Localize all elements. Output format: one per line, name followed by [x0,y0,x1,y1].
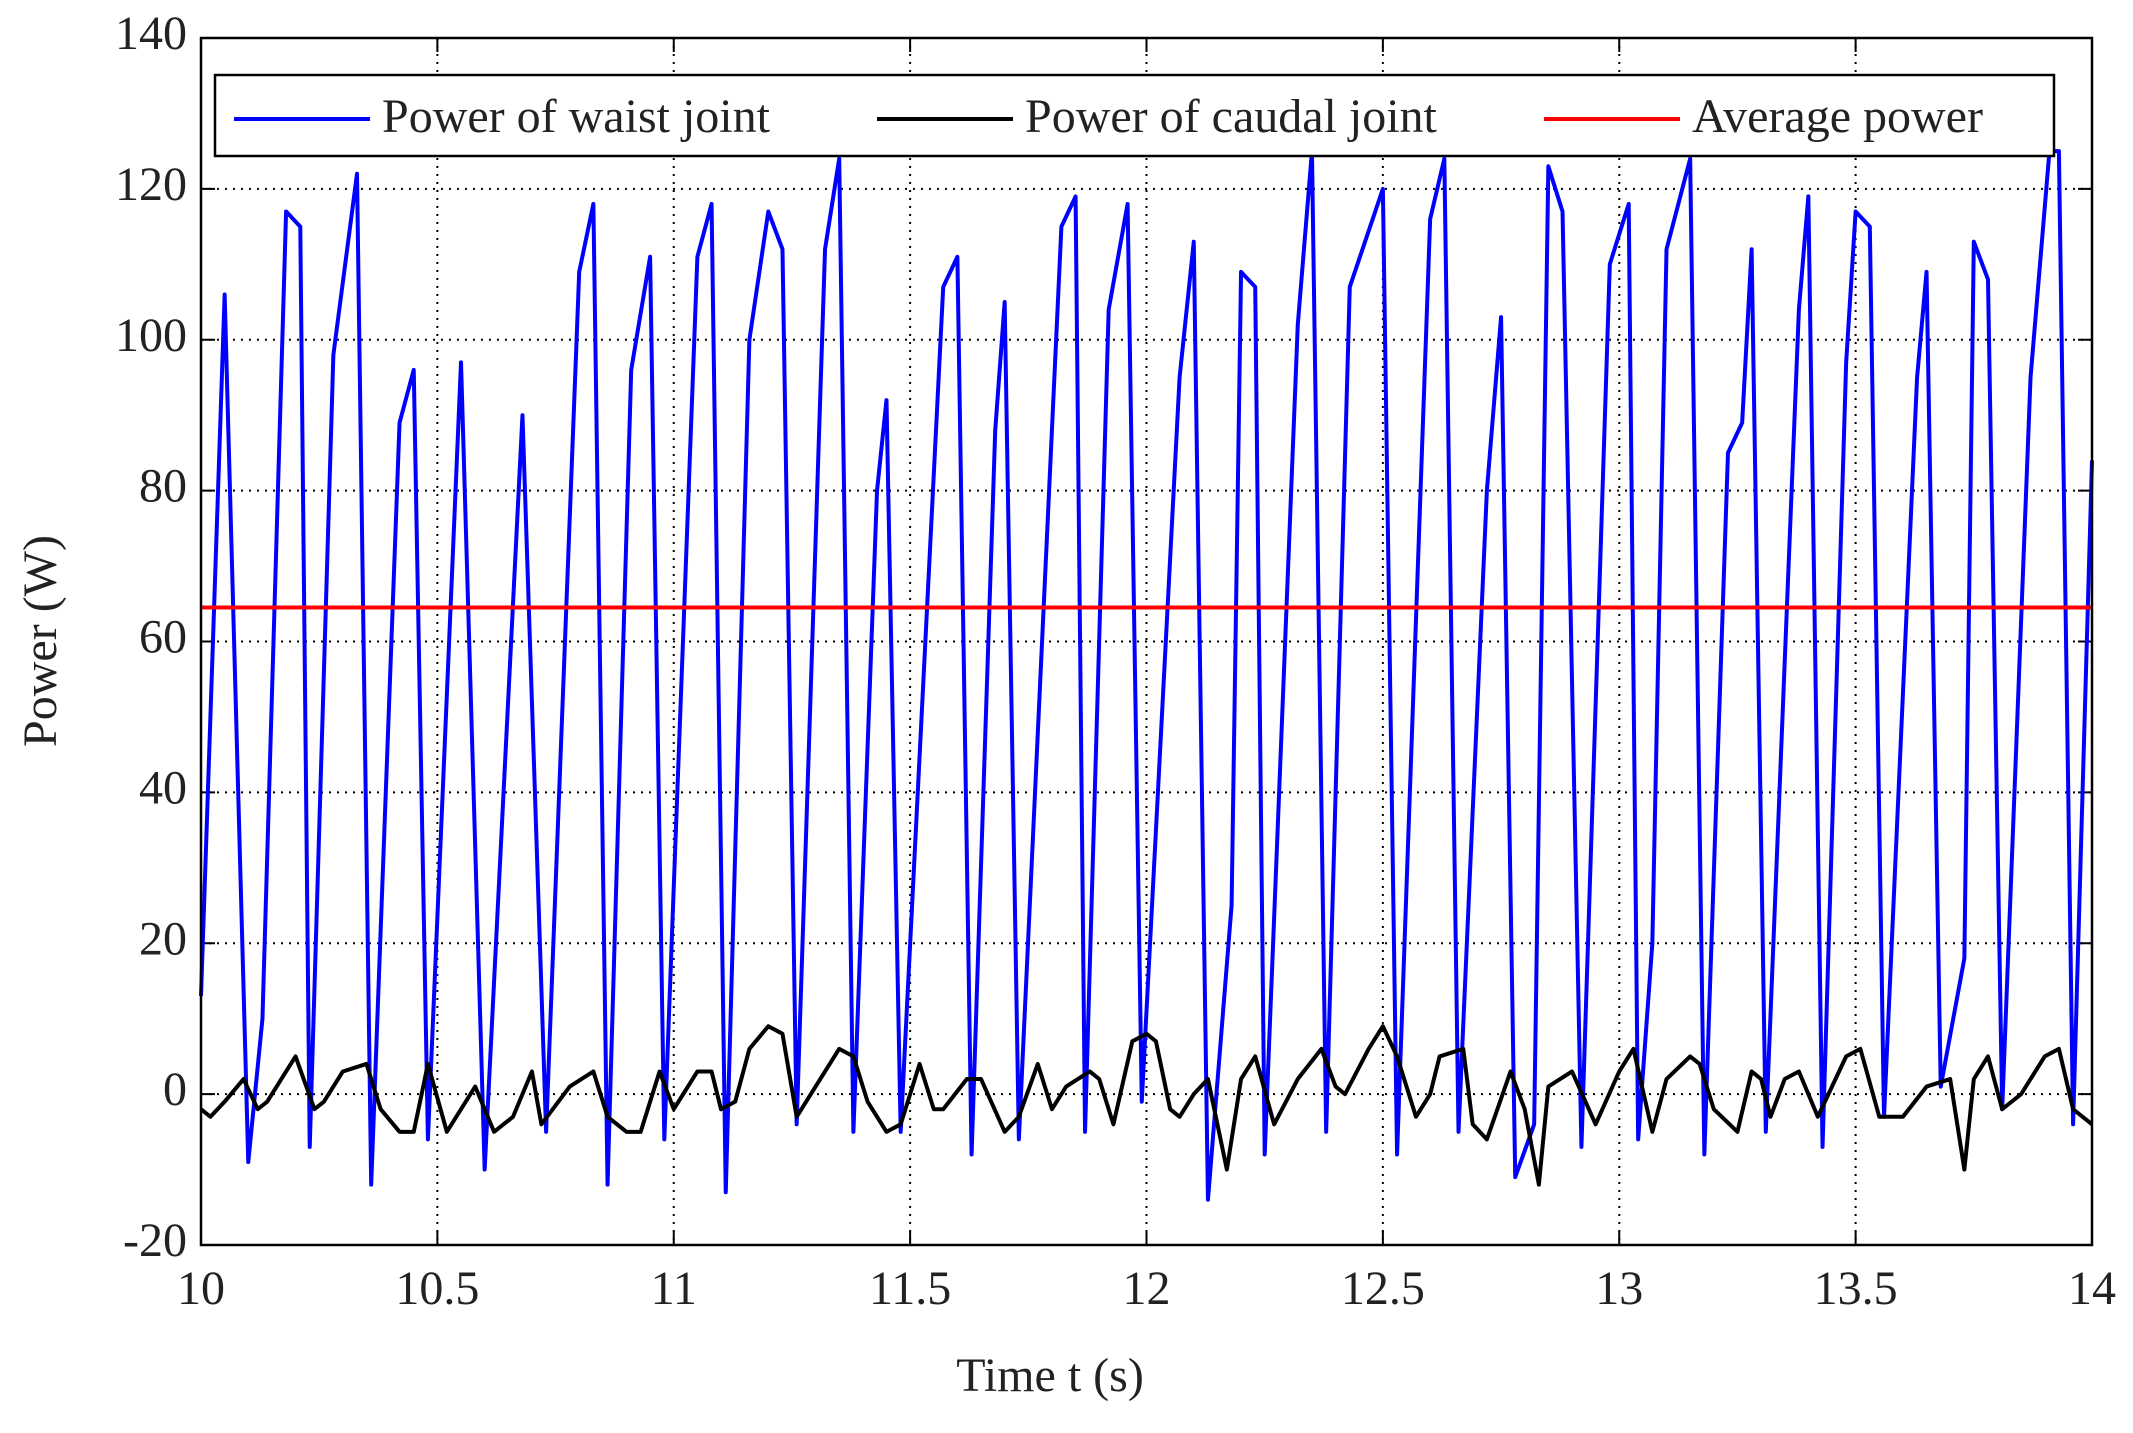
y-tick-label: 60 [139,611,187,664]
legend-label: Power of waist joint [382,90,771,143]
x-tick-label: 10 [177,1262,225,1315]
x-tick-label: 13.5 [1814,1262,1898,1315]
legend-label: Power of caudal joint [1025,90,1438,143]
y-tick-label: 120 [115,158,187,211]
x-tick-label: 14 [2068,1262,2116,1315]
x-tick-label: 12 [1123,1262,1171,1315]
y-tick-label: 0 [163,1063,187,1116]
y-tick-label: 20 [139,912,187,965]
y-tick-label: 40 [139,761,187,814]
legend-label: Average power [1692,90,1983,143]
y-tick-label: 100 [115,309,187,362]
x-tick-label: 11.5 [869,1262,951,1315]
x-tick-label: 10.5 [395,1262,479,1315]
x-tick-label: 13 [1595,1262,1643,1315]
y-tick-label: 140 [115,7,187,60]
x-tick-label: 11 [651,1262,697,1315]
y-tick-label: 80 [139,460,187,513]
series-line [199,1024,2094,1187]
x-tick-label: 12.5 [1341,1262,1425,1315]
x-axis-label: Time t (s) [956,1349,1144,1402]
y-axis-label: Power (W) [14,535,67,747]
series-line [199,149,2094,1202]
plot-frame [199,36,2094,1247]
legend-box [213,73,2056,158]
y-tick-label: -20 [123,1214,187,1267]
